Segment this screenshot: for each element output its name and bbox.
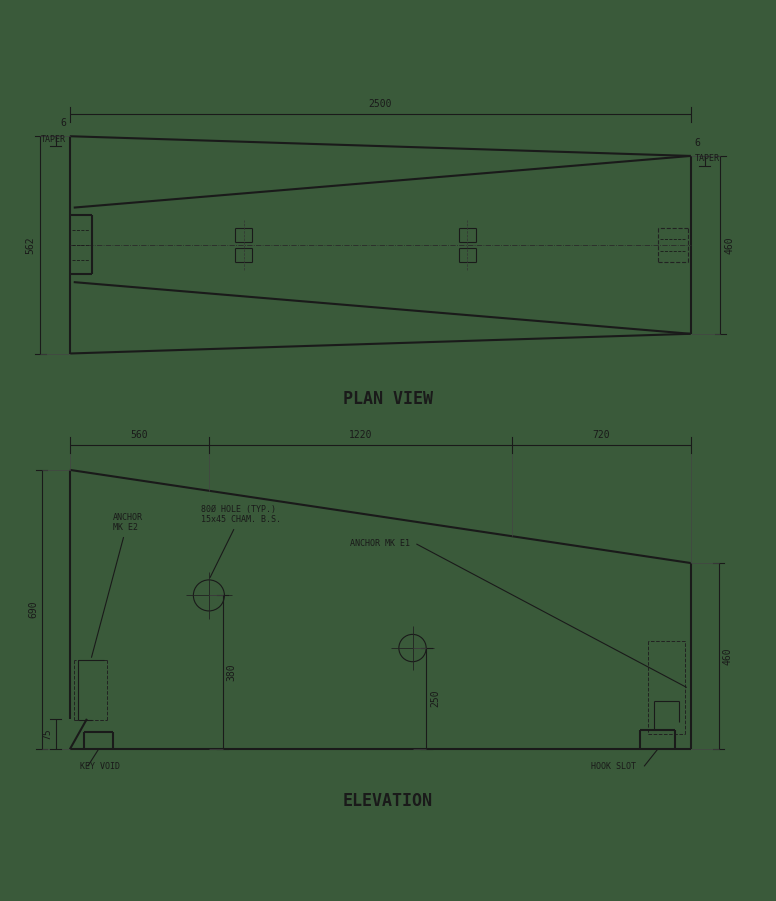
Text: 6: 6 bbox=[695, 138, 701, 148]
Text: 80Ø HOLE (TYP.)
15x45 CHAM. B.S.: 80Ø HOLE (TYP.) 15x45 CHAM. B.S. bbox=[201, 505, 281, 578]
Text: HOOK SLOT: HOOK SLOT bbox=[591, 762, 636, 771]
Text: TAPER: TAPER bbox=[41, 134, 66, 143]
Text: 562: 562 bbox=[26, 236, 36, 254]
Text: TAPER: TAPER bbox=[695, 154, 719, 163]
Text: 1220: 1220 bbox=[348, 430, 372, 440]
Text: 690: 690 bbox=[28, 601, 38, 618]
Text: 720: 720 bbox=[592, 430, 610, 440]
Text: PLAN VIEW: PLAN VIEW bbox=[343, 390, 433, 408]
Text: 6: 6 bbox=[60, 118, 66, 129]
Text: 2500: 2500 bbox=[369, 99, 392, 109]
Text: 460: 460 bbox=[722, 647, 733, 665]
Text: ANCHOR
MK E2: ANCHOR MK E2 bbox=[92, 513, 143, 658]
Text: 460: 460 bbox=[725, 236, 735, 254]
Text: ELEVATION: ELEVATION bbox=[343, 792, 433, 810]
Text: 250: 250 bbox=[431, 690, 440, 707]
Text: 560: 560 bbox=[130, 430, 148, 440]
Text: 75: 75 bbox=[43, 728, 53, 740]
Text: 380: 380 bbox=[227, 663, 237, 681]
Text: ANCHOR MK E1: ANCHOR MK E1 bbox=[351, 540, 411, 549]
Text: KEY VOID: KEY VOID bbox=[80, 762, 120, 771]
